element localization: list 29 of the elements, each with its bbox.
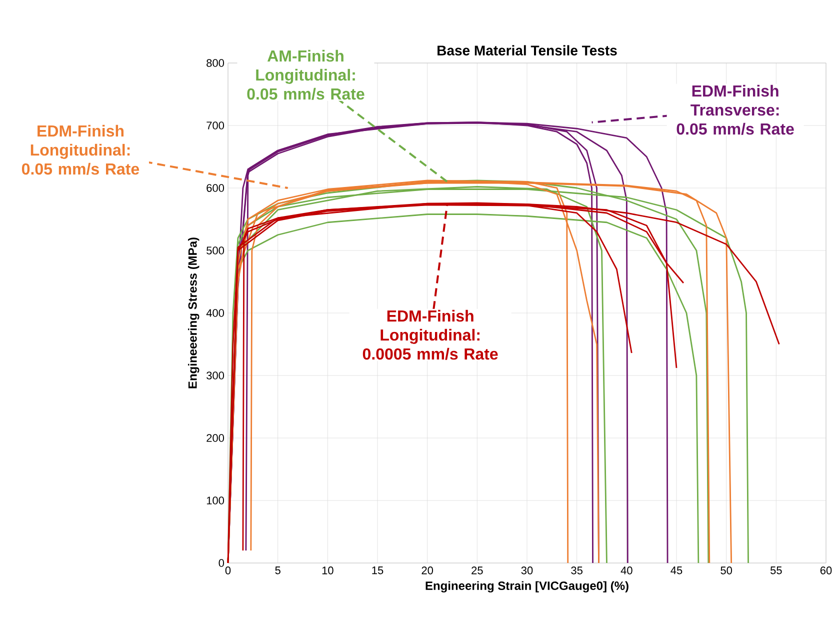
y-tick-label: 800 — [206, 59, 224, 67]
x-tick-label: 55 — [770, 566, 782, 574]
x-tick-label: 10 — [322, 566, 334, 574]
y-tick-label: 400 — [206, 309, 224, 317]
x-tick-label: 60 — [820, 566, 832, 574]
text: EDM-Finish Longitudinal: 0.05 mm/s Rate — [22, 124, 140, 175]
x-tick-label: 50 — [720, 566, 732, 574]
y-tick-label: 500 — [206, 246, 224, 254]
x-tick-label: 40 — [620, 566, 632, 574]
x-tick-label: 5 — [275, 566, 280, 574]
y-tick-label: 300 — [206, 372, 224, 380]
x-tick-label: 35 — [571, 566, 582, 574]
x-tick-label: 25 — [472, 566, 483, 574]
y-axis-title: Engineeering Stress (MPa) — [188, 238, 200, 388]
text: EDM-Finish Transverse: 0.05 mm/s Rate — [676, 84, 794, 135]
x-tick-label: 30 — [521, 566, 533, 574]
y-tick-label: 700 — [206, 122, 224, 130]
x-tick-label: 15 — [372, 566, 384, 574]
y-tick-label: 200 — [206, 434, 224, 442]
text: EDM-Finish Longitudinal: 0.0005 mm/s Rate — [362, 310, 498, 360]
y-tick-label: 0 — [218, 559, 224, 567]
y-tick-label: 100 — [206, 496, 224, 504]
y-tick-label: 600 — [206, 184, 224, 192]
x-tick-label: 20 — [422, 566, 434, 574]
x-tick-label: 45 — [670, 566, 682, 574]
text: AM-Finish Longitudinal: 0.05 mm/s Rate — [247, 50, 364, 100]
x-axis-title: Engineering Strain [VICGauge0] (%) — [426, 581, 628, 592]
chart-title: Base Material Tensile Tests — [438, 45, 617, 56]
x-tick-label: 0 — [225, 566, 231, 574]
